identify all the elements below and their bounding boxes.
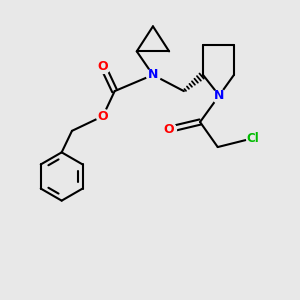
Text: Cl: Cl (247, 132, 260, 145)
Text: N: N (148, 68, 158, 81)
Text: O: O (98, 60, 108, 73)
Text: O: O (98, 110, 108, 123)
Text: N: N (214, 89, 224, 102)
Text: O: O (164, 123, 175, 136)
